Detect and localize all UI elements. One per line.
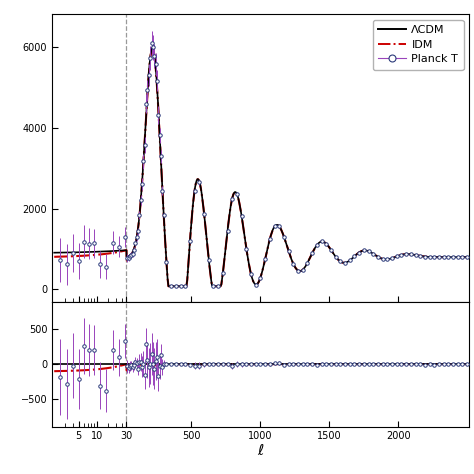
X-axis label: $\ell$: $\ell$ [257, 443, 264, 458]
Legend: ΛCDM, IDM, Planck T: ΛCDM, IDM, Planck T [373, 20, 464, 70]
